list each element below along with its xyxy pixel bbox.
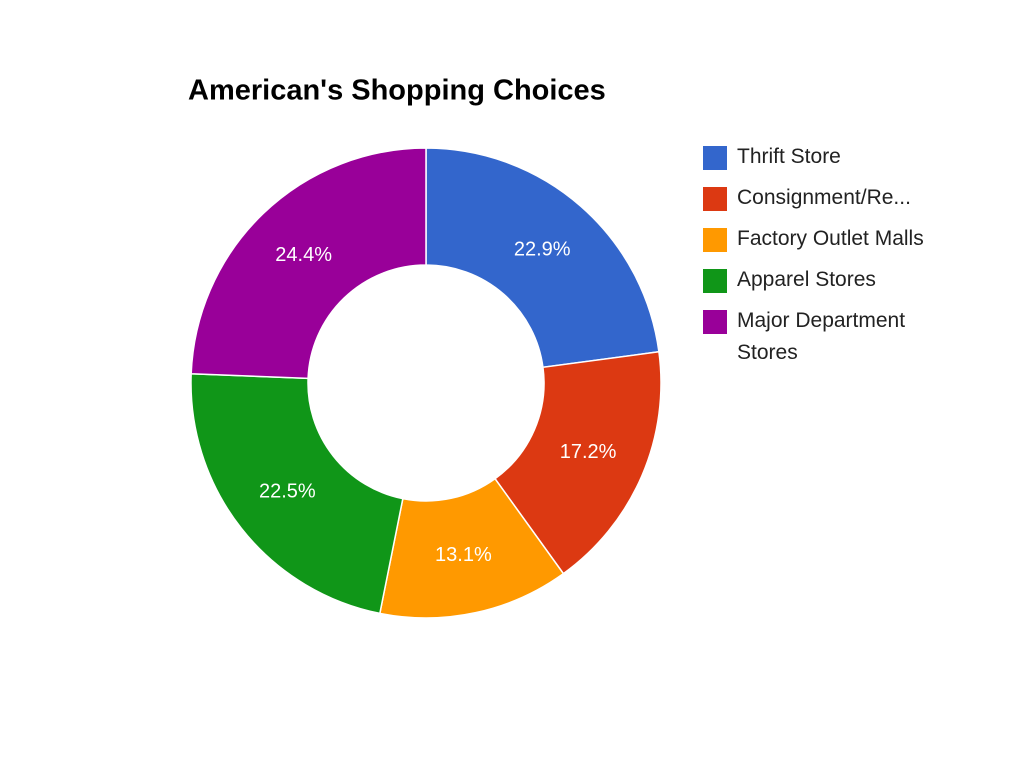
legend-item: Consignment/Re... <box>703 185 963 214</box>
value-label: 24.4% <box>275 244 332 266</box>
legend-item: Thrift Store <box>703 144 963 173</box>
legend-swatch <box>703 228 727 252</box>
legend-label: Consignment/Re... <box>737 186 911 209</box>
legend-item: Factory Outlet Malls <box>703 226 963 255</box>
slice <box>425 147 660 369</box>
slice <box>378 477 565 619</box>
chart-title: American's Shopping Choices <box>188 75 606 107</box>
slice <box>190 373 404 615</box>
legend-swatch <box>703 146 727 170</box>
legend-swatch <box>703 269 727 293</box>
legend-label: Factory Outlet Malls <box>737 227 924 250</box>
value-label: 17.2% <box>560 441 617 463</box>
legend-label: Major Department Stores <box>737 309 906 364</box>
legend: Thrift Store Consignment/Re... Factory Out… <box>703 144 963 381</box>
legend-swatch <box>703 310 727 334</box>
legend-swatch <box>703 187 727 211</box>
value-label: 22.9% <box>514 238 571 260</box>
value-label: 13.1% <box>435 544 492 566</box>
value-label: 22.5% <box>259 480 316 502</box>
legend-item: Major Department Stores <box>703 308 963 369</box>
legend-item: Apparel Stores <box>703 267 963 296</box>
slice <box>493 350 662 575</box>
slice <box>190 147 427 380</box>
legend-label: Thrift Store <box>737 145 841 168</box>
legend-label: Apparel Stores <box>737 268 876 291</box>
